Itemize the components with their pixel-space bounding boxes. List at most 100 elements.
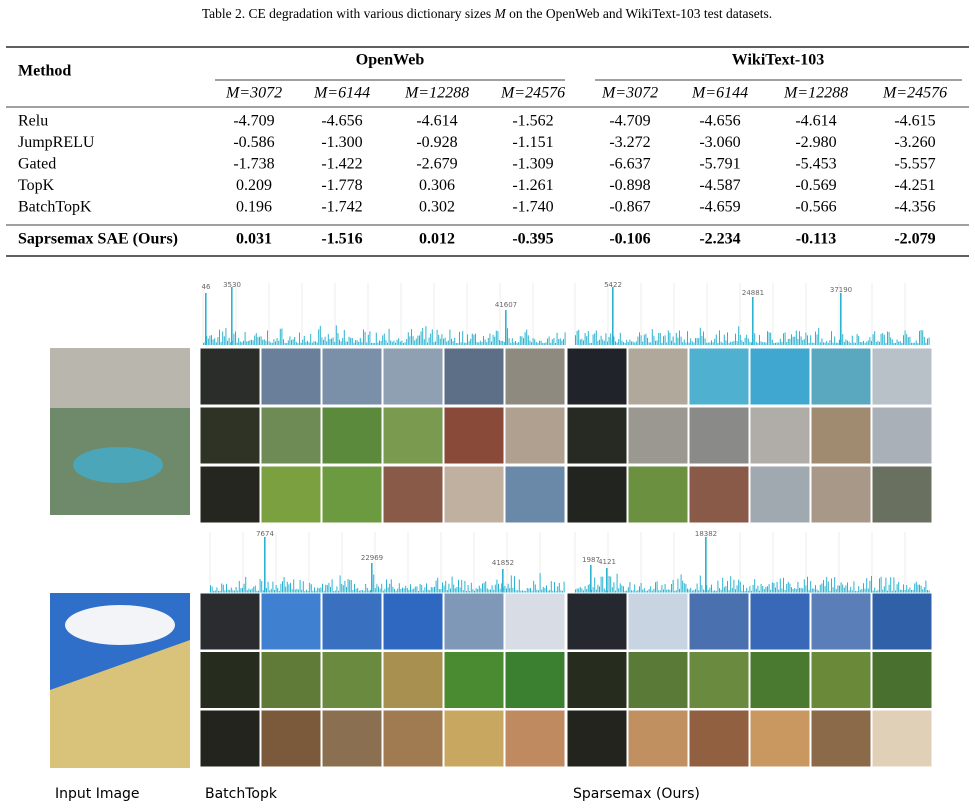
hist-bar: [472, 589, 474, 593]
hist-bar: [434, 586, 435, 593]
image-tile: [688, 347, 750, 406]
hist-bar: [459, 331, 460, 345]
hist-bar: [435, 341, 436, 345]
cell: 0.209: [236, 177, 272, 194]
hist-bar: [664, 583, 666, 593]
hist-bar: [391, 341, 393, 345]
hist-bar: [467, 334, 468, 345]
hist-bar: [818, 327, 820, 345]
hist-bar: [712, 590, 714, 593]
hist-bar: [396, 339, 398, 345]
cell: 0.012: [419, 231, 455, 248]
hist-bar: [531, 342, 532, 345]
hist-bar: [591, 342, 592, 345]
cell: -1.738: [233, 156, 274, 173]
hist-bar: [826, 340, 828, 345]
hist-bar: [578, 588, 580, 593]
cell: -0.867: [609, 199, 650, 216]
hist-bar: [863, 340, 864, 345]
hist-bar: [493, 589, 495, 593]
hist-bar: [783, 333, 784, 345]
hist-bar: [291, 340, 292, 345]
hist-peak: [606, 568, 608, 593]
hist-bar: [728, 590, 730, 593]
hist-bar: [323, 590, 325, 593]
hist-bar: [719, 330, 720, 345]
hist-bar: [555, 590, 557, 593]
hist-bar: [469, 590, 471, 593]
hist-bar: [903, 335, 904, 345]
image-tile: [749, 651, 811, 709]
hist-bar: [214, 590, 216, 593]
hist-bar: [797, 581, 799, 593]
hist-bar: [773, 583, 775, 593]
hist-bar: [677, 578, 679, 593]
hist-bar: [330, 586, 331, 593]
hist-bar: [629, 339, 631, 345]
hist-bar: [595, 330, 597, 345]
hist-bar: [401, 340, 403, 345]
hist-bar: [515, 590, 517, 593]
hist-bar: [637, 589, 639, 593]
image-tile: [566, 465, 628, 524]
hist-bar: [477, 588, 479, 593]
hist-bar: [465, 342, 467, 345]
hist-bar: [890, 337, 892, 345]
hist-bar: [307, 340, 308, 345]
hist-bar: [735, 589, 736, 593]
peak-label: 5422: [604, 281, 622, 289]
hist-bar: [906, 585, 908, 593]
hist-bar: [526, 329, 528, 345]
hist-bar: [898, 341, 900, 345]
hist-bar: [316, 342, 318, 345]
hist-bar: [739, 334, 741, 345]
hist-bar: [429, 590, 431, 593]
hist-bar: [347, 341, 348, 345]
hist-bar: [376, 584, 378, 593]
hist-bar: [759, 335, 760, 345]
hist-bar: [645, 333, 647, 345]
hist-bar: [480, 588, 482, 593]
hist-bar: [438, 589, 440, 593]
hist-bar: [462, 590, 464, 593]
image-tile: [260, 709, 322, 768]
hist-bar: [800, 336, 802, 345]
hist-bar: [331, 338, 332, 345]
sub-header: M=24576: [882, 85, 947, 102]
hist-bar: [531, 590, 533, 593]
hist-bar: [603, 588, 605, 593]
cell: -0.928: [416, 134, 457, 151]
hist-bar: [310, 584, 312, 593]
hist-bar: [853, 581, 855, 593]
hist-bar: [699, 327, 701, 345]
hist-bar: [895, 590, 896, 593]
hist-bar: [872, 590, 874, 593]
image-tile: [260, 406, 322, 465]
hist-bar: [786, 583, 788, 593]
peak-label: 22969: [361, 554, 383, 562]
hist-bar: [419, 335, 420, 345]
hist-bar: [807, 576, 808, 593]
hist-bar: [419, 583, 421, 593]
hist-bar: [541, 589, 543, 593]
hist-bar: [262, 339, 264, 345]
hist-bar: [550, 342, 552, 345]
hist-bar: [834, 577, 836, 593]
hist-bar: [320, 587, 322, 593]
hist-bar: [478, 585, 480, 593]
hist-bar: [524, 332, 526, 345]
hist-bar: [537, 342, 539, 345]
hist-bar: [885, 577, 887, 593]
hist-bar: [266, 588, 267, 593]
hist-bar: [219, 590, 221, 593]
hist-bar: [888, 331, 890, 345]
hist-bar: [650, 342, 652, 345]
hist-bar: [645, 590, 647, 593]
hist-bar: [454, 337, 456, 345]
hist-bar: [701, 336, 703, 345]
hist-bar: [381, 583, 383, 593]
hist-peak: [205, 293, 207, 345]
hist-bar: [466, 590, 467, 593]
image-tile: [443, 592, 505, 651]
cell: -3.272: [609, 134, 650, 151]
